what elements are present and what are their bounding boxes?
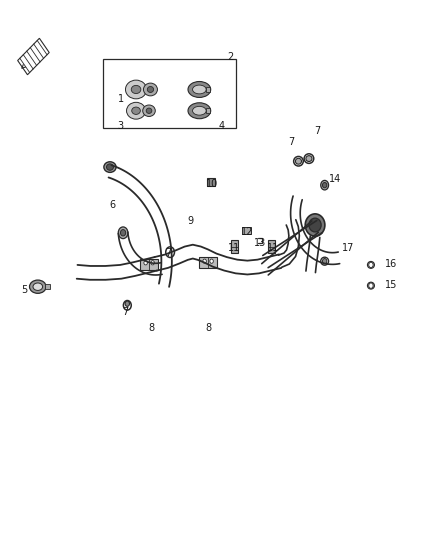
Text: 8: 8: [205, 322, 211, 333]
Text: 1: 1: [118, 94, 124, 104]
Text: 4: 4: [218, 120, 224, 131]
Text: 7: 7: [314, 126, 320, 136]
Text: 11: 11: [228, 243, 240, 253]
Text: 17: 17: [342, 243, 354, 253]
Text: 10: 10: [206, 179, 219, 189]
Text: 13: 13: [254, 238, 267, 247]
Text: 8: 8: [148, 322, 154, 333]
Ellipse shape: [305, 214, 325, 236]
Ellipse shape: [127, 102, 145, 119]
Text: 11: 11: [268, 243, 280, 253]
Ellipse shape: [118, 227, 128, 239]
Text: 12: 12: [241, 227, 254, 237]
Ellipse shape: [147, 86, 154, 92]
Ellipse shape: [322, 182, 327, 188]
Polygon shape: [18, 38, 49, 75]
Text: 6: 6: [109, 200, 115, 211]
Text: 5: 5: [21, 286, 28, 295]
Text: 7: 7: [288, 136, 294, 147]
Ellipse shape: [193, 85, 206, 94]
Circle shape: [369, 283, 373, 288]
Ellipse shape: [146, 108, 152, 114]
Text: 15: 15: [385, 280, 398, 290]
Bar: [231, 240, 238, 253]
Bar: [242, 227, 251, 233]
Ellipse shape: [309, 218, 321, 232]
Circle shape: [203, 259, 206, 263]
Text: 16: 16: [385, 259, 398, 269]
Circle shape: [144, 261, 148, 265]
Ellipse shape: [321, 180, 328, 190]
Circle shape: [210, 259, 213, 263]
Bar: [206, 87, 210, 92]
Text: 3: 3: [118, 120, 124, 131]
Circle shape: [151, 261, 154, 265]
Bar: [45, 284, 50, 289]
Ellipse shape: [120, 230, 126, 236]
Bar: [268, 240, 275, 253]
Text: 9: 9: [187, 216, 194, 227]
Ellipse shape: [131, 85, 141, 94]
Bar: [206, 108, 210, 113]
Ellipse shape: [132, 107, 140, 115]
Bar: [207, 178, 215, 186]
Ellipse shape: [106, 164, 113, 170]
Circle shape: [369, 262, 373, 268]
Ellipse shape: [295, 158, 301, 164]
Ellipse shape: [188, 103, 211, 119]
Ellipse shape: [29, 280, 46, 293]
Ellipse shape: [367, 282, 374, 289]
Ellipse shape: [193, 107, 206, 115]
Circle shape: [322, 259, 327, 264]
Text: 2: 2: [227, 52, 233, 61]
Bar: [199, 257, 217, 268]
Ellipse shape: [188, 82, 211, 98]
Text: 14: 14: [328, 174, 341, 184]
Bar: [141, 259, 158, 270]
Bar: [103, 59, 237, 128]
Ellipse shape: [125, 80, 147, 99]
Text: 7: 7: [122, 306, 128, 317]
Ellipse shape: [367, 262, 374, 268]
Ellipse shape: [143, 105, 155, 117]
Ellipse shape: [104, 161, 116, 172]
Ellipse shape: [306, 156, 312, 161]
Ellipse shape: [125, 301, 130, 306]
Text: 7: 7: [166, 248, 172, 258]
Ellipse shape: [144, 83, 157, 96]
Ellipse shape: [33, 283, 42, 290]
